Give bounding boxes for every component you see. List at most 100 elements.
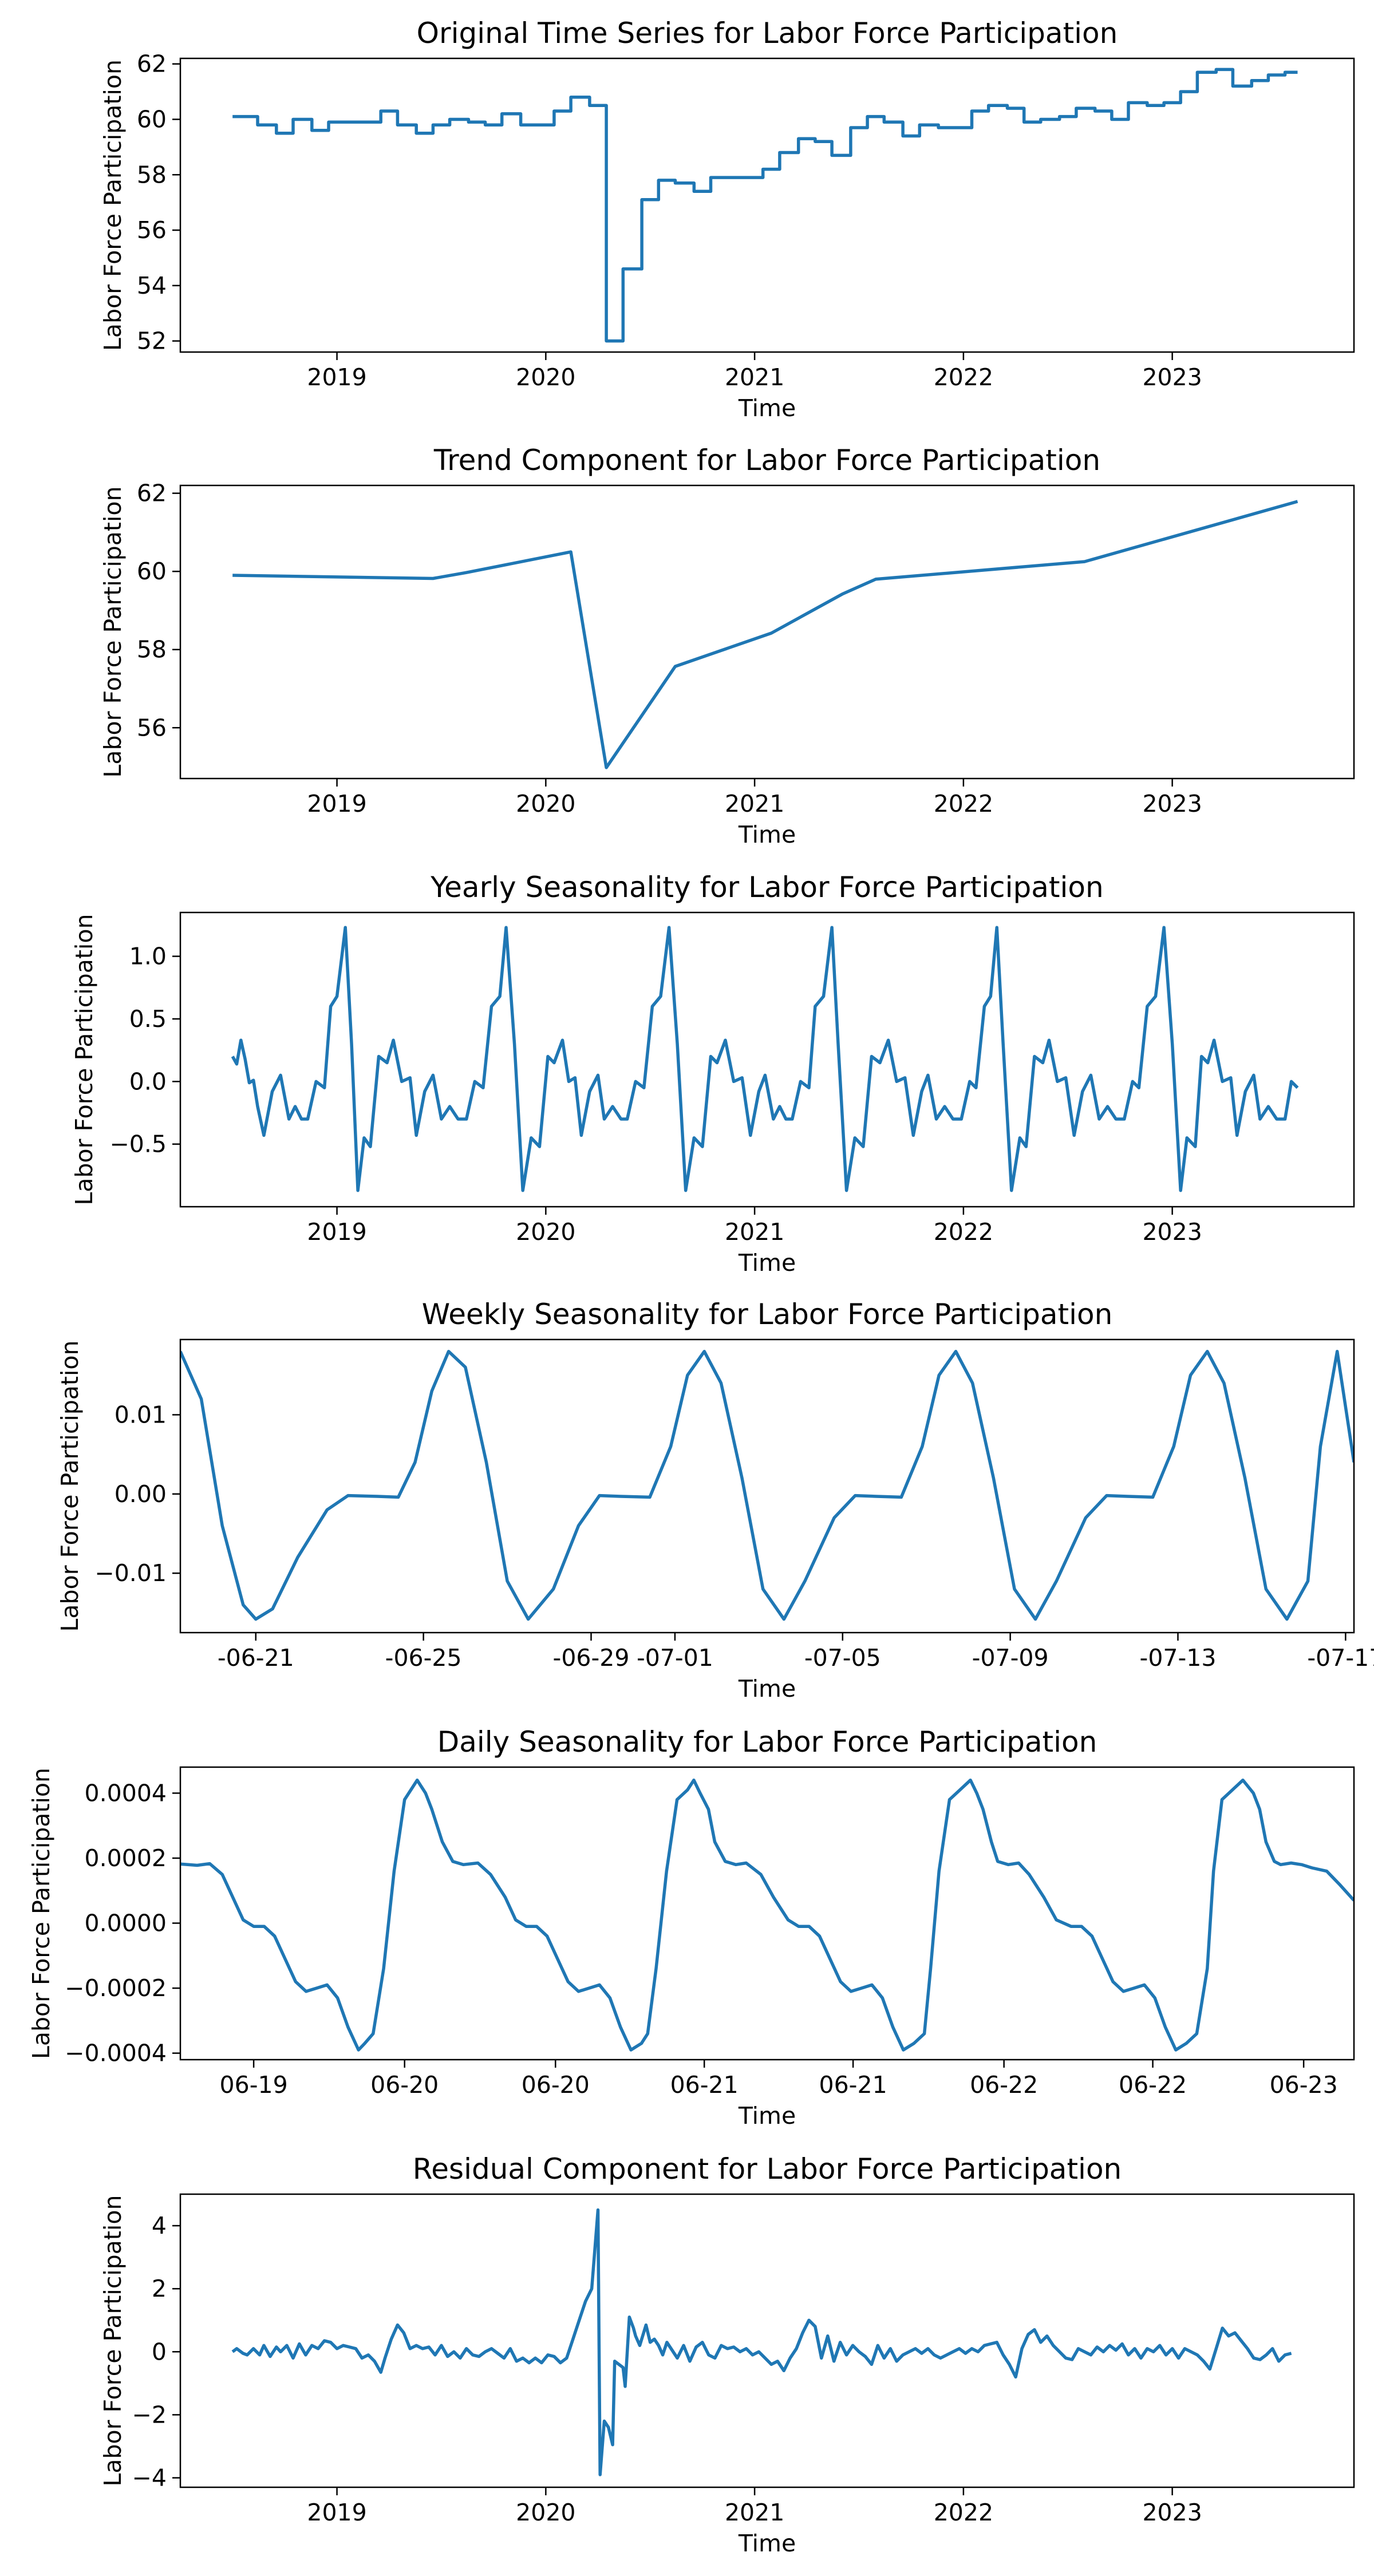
- chart-title: Original Time Series for Labor Force Par…: [417, 17, 1118, 50]
- y-tick-label: 2: [152, 2275, 167, 2302]
- x-tick-label: 2020: [516, 790, 575, 817]
- plot-frame: [179, 2193, 1355, 2488]
- chart-panel-6: 2019 2020 2021 2022 2023 −4 −2 0 2 4 Residual Comp…: [99, 2152, 1355, 2557]
- y-tick-label: 60: [137, 558, 167, 585]
- plot-frame: [179, 484, 1355, 780]
- chart-panel-5: 06-19 06-20 06-20 06-21 06-21 06-22 06-22 06-23…: [27, 1725, 1355, 2129]
- x-tick-label: 06-22: [970, 2071, 1038, 2099]
- y-tick-label: 0.5: [129, 1005, 167, 1033]
- y-tick-label: 0: [152, 2338, 167, 2365]
- y-axis-label: Labor Force Participation: [99, 60, 127, 351]
- chart-panel-1: 2019 2020 2021 2022 2023 52 54 56 58 60 62 Original…: [99, 17, 1355, 422]
- x-tick-label: 2021: [725, 2499, 784, 2526]
- x-tick-label: 06-22: [1119, 2071, 1187, 2099]
- series-line: [231, 2208, 1292, 2476]
- y-axis-label: Labor Force Participation: [99, 2195, 127, 2487]
- x-tick-label: 2022: [934, 790, 993, 817]
- x-tick-label: 2023: [1142, 364, 1202, 391]
- plot-frame: [179, 911, 1355, 1208]
- y-tick-label: 60: [137, 105, 167, 133]
- series-line: [232, 500, 1298, 769]
- x-tick-label: 2021: [725, 790, 784, 817]
- plot-frame: [179, 1338, 1355, 1634]
- y-tick-label: 0.0002: [85, 1844, 167, 1872]
- y-tick-label: 58: [137, 161, 167, 188]
- x-tick-label: 06-20: [370, 2071, 439, 2099]
- chart-panel-3: 2019 2020 2021 2022 2023 −0.5 0.0 0.5 1.0 Yearly …: [70, 871, 1355, 1277]
- chart-title: Yearly Seasonality for Labor Force Parti…: [430, 871, 1103, 904]
- y-axis-label: Labor Force Participation: [27, 1768, 55, 2059]
- y-tick-label: −4: [132, 2464, 167, 2491]
- y-tick-label: 0.01: [114, 1401, 167, 1428]
- x-tick-label: -07-17: [1307, 1644, 1374, 1672]
- x-tick-label: 2022: [934, 1218, 993, 1246]
- x-tick-label: 2021: [725, 364, 784, 391]
- chart-panel-4: -06-21 -06-25 -06-29 -07-01 -07-05 -07-09 -07-…: [56, 1298, 1374, 1702]
- y-axis-label: Labor Force Participation: [56, 1341, 84, 1632]
- x-axis-label: Time: [738, 2102, 796, 2129]
- x-tick-label: 2023: [1142, 790, 1202, 817]
- y-tick-label: 58: [137, 636, 167, 663]
- y-tick-label: 0.0: [129, 1068, 167, 1095]
- x-tick-label: 06-20: [522, 2071, 590, 2099]
- y-axis-label: Labor Force Participation: [99, 487, 127, 778]
- y-tick-label: −0.01: [94, 1559, 167, 1587]
- series-line: [231, 926, 1299, 1192]
- x-tick-label: 2019: [307, 364, 366, 391]
- x-tick-label: 2023: [1142, 2499, 1202, 2526]
- series-line: [232, 68, 1298, 343]
- x-axis-label: Time: [738, 1249, 796, 1277]
- x-axis-label: Time: [738, 394, 796, 422]
- series-line: [180, 1778, 1354, 2052]
- x-tick-label: 2020: [516, 364, 575, 391]
- x-axis-label: Time: [738, 821, 796, 848]
- y-tick-label: 0.0000: [85, 1910, 167, 1937]
- x-tick-label: 2021: [725, 1218, 784, 1246]
- x-tick-label: 06-19: [220, 2071, 288, 2099]
- y-tick-label: −0.0004: [65, 2040, 167, 2067]
- chart-title: Residual Component for Labor Force Parti…: [413, 2152, 1122, 2186]
- y-axis-label: Labor Force Participation: [70, 914, 98, 1206]
- x-axis-label: Time: [738, 2530, 796, 2557]
- y-tick-label: 56: [137, 714, 167, 741]
- x-tick-label: -07-01: [637, 1644, 713, 1672]
- y-tick-label: 0.00: [114, 1480, 167, 1508]
- x-tick-label: 06-21: [670, 2071, 739, 2099]
- y-tick-label: −0.5: [109, 1131, 167, 1158]
- y-tick-label: 54: [137, 272, 167, 299]
- x-tick-label: -07-09: [972, 1644, 1049, 1672]
- y-tick-label: 62: [137, 50, 167, 78]
- x-tick-label: 2020: [516, 2499, 575, 2526]
- x-tick-label: 2023: [1142, 1218, 1202, 1246]
- x-tick-label: 06-23: [1270, 2071, 1338, 2099]
- chart-title: Trend Component for Labor Force Particip…: [433, 444, 1100, 477]
- chart-title: Daily Seasonality for Labor Force Partic…: [437, 1725, 1097, 1759]
- x-tick-label: -06-21: [218, 1644, 294, 1672]
- x-tick-label: -07-13: [1140, 1644, 1217, 1672]
- series-line: [180, 1350, 1354, 1621]
- y-tick-label: 52: [137, 327, 167, 355]
- x-tick-label: 2022: [934, 2499, 993, 2526]
- y-tick-label: −0.0002: [65, 1974, 167, 2002]
- x-tick-label: 2019: [307, 1218, 366, 1246]
- y-tick-label: 4: [152, 2212, 167, 2239]
- y-tick-label: −2: [132, 2401, 167, 2428]
- x-axis-label: Time: [738, 1675, 796, 1702]
- chart-title: Weekly Seasonality for Labor Force Parti…: [422, 1298, 1113, 1331]
- chart-panel-2: 2019 2020 2021 2022 2023 56 58 60 62 Trend Compon…: [99, 444, 1355, 848]
- x-tick-label: 2019: [307, 2499, 366, 2526]
- x-tick-label: 2019: [307, 790, 366, 817]
- y-tick-label: 0.0004: [85, 1779, 167, 1807]
- plot-frame: [179, 1766, 1355, 2061]
- x-tick-label: -06-25: [385, 1644, 462, 1672]
- plot-frame: [179, 57, 1355, 353]
- x-tick-label: 06-21: [819, 2071, 887, 2099]
- y-tick-label: 56: [137, 216, 167, 244]
- x-tick-label: 2022: [934, 364, 993, 391]
- x-tick-label: -07-05: [804, 1644, 881, 1672]
- y-tick-label: 62: [137, 480, 167, 507]
- y-tick-label: 1.0: [129, 943, 167, 970]
- x-tick-label: 2020: [516, 1218, 575, 1246]
- x-tick-label: -06-29: [553, 1644, 630, 1672]
